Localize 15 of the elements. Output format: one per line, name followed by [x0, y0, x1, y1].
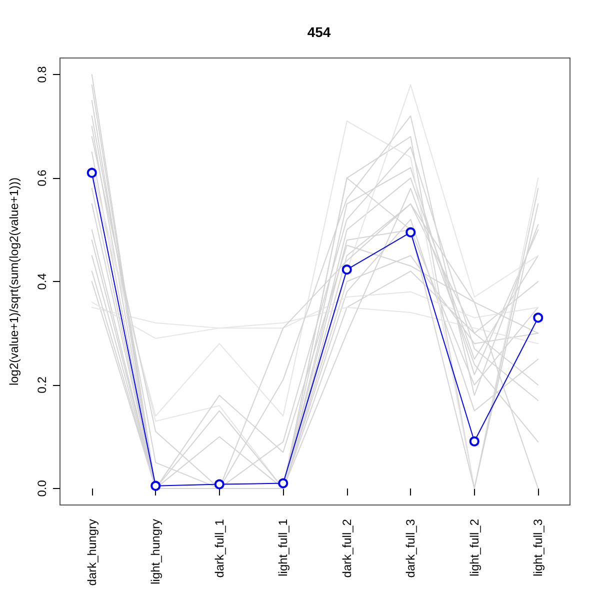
chart-title: 454: [307, 24, 331, 40]
y-tick-label: 0.2: [35, 376, 49, 394]
y-tick-label: 0.0: [35, 480, 49, 497]
y-tick-label: 0.8: [35, 66, 49, 83]
y-tick-label: 0.6: [35, 169, 49, 186]
x-tick-label: light_full_3: [531, 518, 546, 576]
x-tick-label: light_full_1: [276, 518, 290, 576]
x-tick-label: light_hungry: [148, 519, 163, 584]
y-axis-title: log2(value+1)/sqrt(sum(log2(value+1))): [7, 177, 21, 386]
x-tick-label: dark_full_2: [340, 518, 354, 578]
x-tick-label: dark_full_1: [212, 518, 226, 578]
x-tick-label: dark_hungry: [84, 519, 99, 586]
x-tick-label: light_full_2: [467, 518, 482, 576]
x-tick-label: dark_full_3: [404, 518, 418, 578]
y-tick-label: 0.4: [35, 272, 49, 290]
